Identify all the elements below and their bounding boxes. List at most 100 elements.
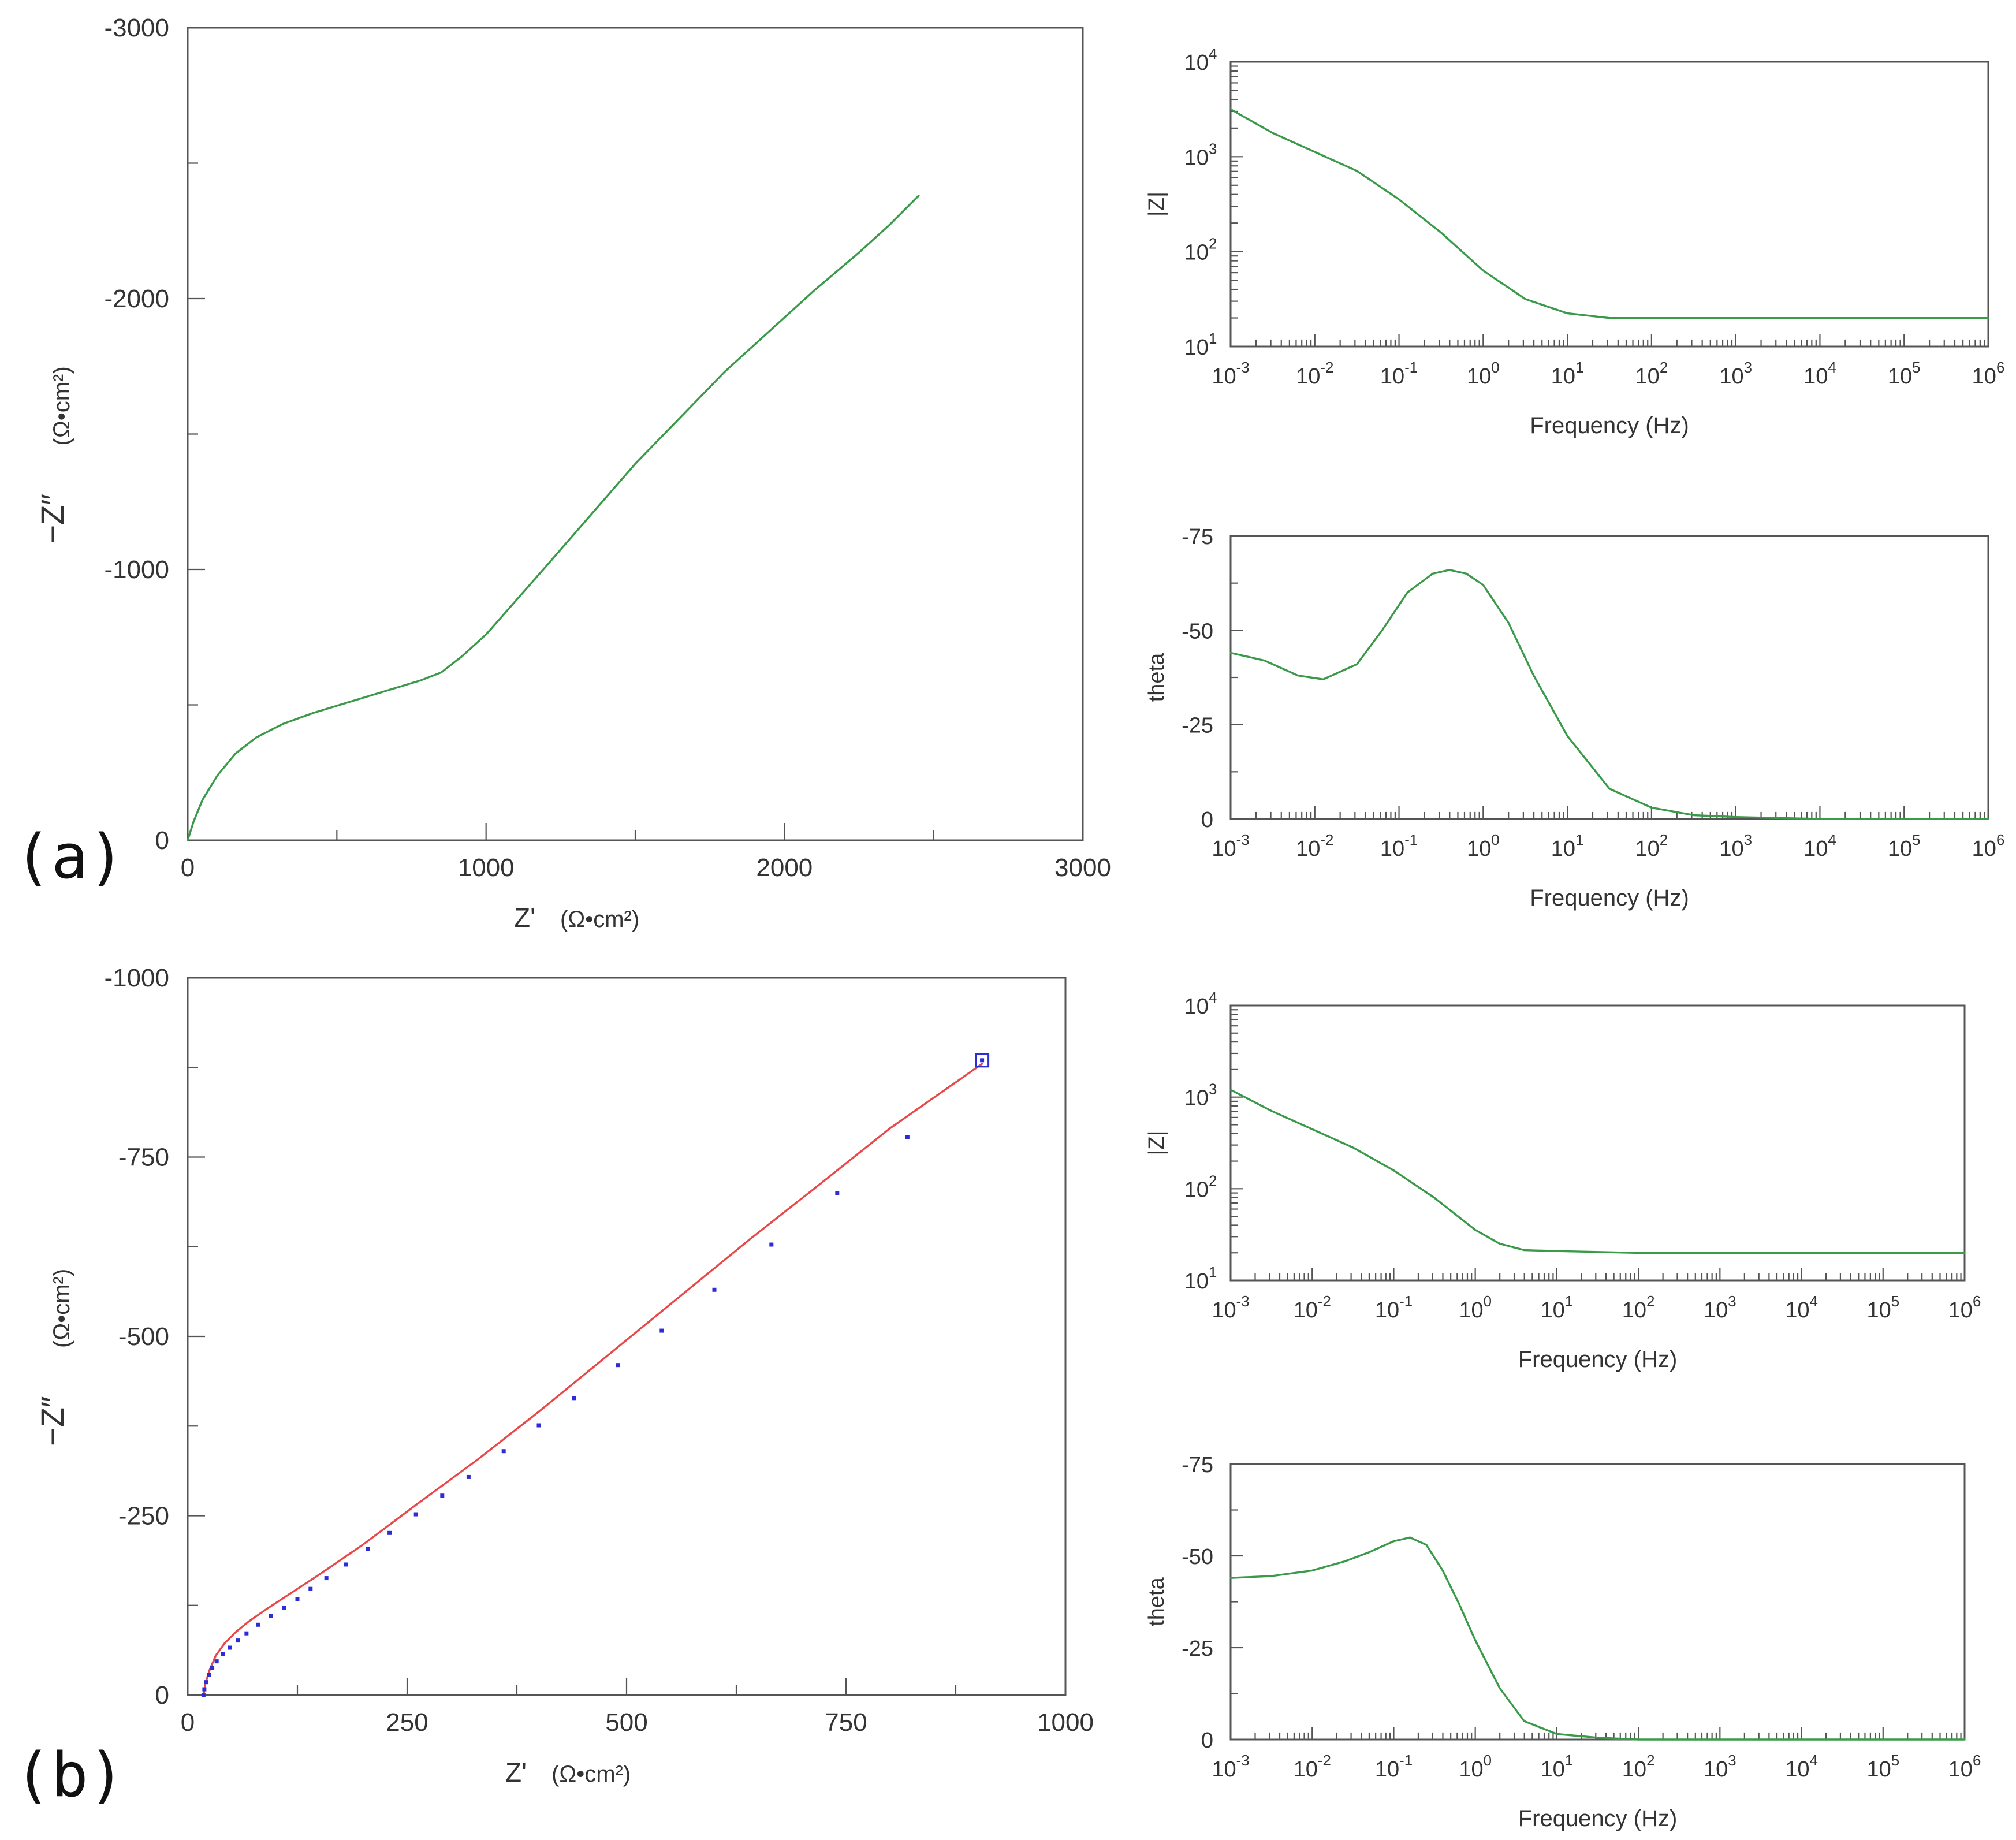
- b_nyquist-ytick-label: 0: [155, 1681, 169, 1709]
- a_bode_mag-ytick-label: 103: [1184, 141, 1217, 170]
- a_bode_mag-chart: 10-3 10-2 10-1 100 101 102 103 104 105 106 101 102 1…: [1145, 46, 2004, 438]
- a_nyquist-series-data: [187, 195, 920, 841]
- a_bode_phase-ytick-label: -25: [1182, 714, 1213, 738]
- b_bode_mag-ytick-label: 104: [1184, 990, 1217, 1019]
- a_bode_phase-frame: [1229, 535, 1989, 820]
- panel-label-b: (b): [14, 1740, 125, 1811]
- b_nyquist-data-point: [835, 1191, 840, 1195]
- b_bode_phase-ytick-label: 0: [1201, 1729, 1213, 1753]
- a_bode_phase-xtick-label: 10-3: [1212, 832, 1249, 861]
- b_bode_mag-ytick-label: 102: [1184, 1173, 1217, 1202]
- b_nyquist-data-point: [572, 1396, 576, 1401]
- b_nyquist-ytick-label: -500: [118, 1323, 169, 1351]
- a_bode_mag-xtick-label: 106: [1972, 360, 2005, 389]
- b_nyquist-data-point: [269, 1614, 273, 1618]
- b_bode_phase-xtick-label: 101: [1541, 1753, 1574, 1782]
- b_nyquist-data-point: [905, 1135, 910, 1139]
- a_nyquist-yunit: (Ω•cm²): [49, 366, 74, 445]
- b_nyquist-data-point: [980, 1058, 985, 1063]
- b_bode_phase-ytick-label: -50: [1182, 1545, 1213, 1569]
- a_bode_mag-xtick-label: 10-3: [1212, 360, 1249, 389]
- panel-label-a: (a): [14, 821, 125, 892]
- b_bode_phase-series-theta: [1229, 1536, 1966, 1741]
- a_bode_mag-xtick-label: 10-2: [1296, 360, 1333, 389]
- a_bode_phase-xtick-label: 101: [1551, 832, 1584, 861]
- b_bode_phase-xtick-label: 102: [1622, 1753, 1655, 1782]
- b_nyquist-data-point: [206, 1673, 211, 1677]
- a_bode_mag-ytick-label: 101: [1184, 331, 1217, 360]
- b_nyquist-data-point: [536, 1423, 541, 1428]
- b_bode_mag-ylabel: |Z|: [1145, 1131, 1169, 1156]
- b_bode_phase-xtick-label: 10-2: [1294, 1753, 1331, 1782]
- a_bode_phase-ytick-label: 0: [1201, 808, 1213, 832]
- b_nyquist-xtick-label: 1000: [1037, 1708, 1094, 1737]
- a_bode_phase-series-theta: [1229, 569, 1989, 820]
- a_nyquist-ytick-label: 0: [155, 826, 169, 855]
- a_bode_phase-ylabel: theta: [1145, 653, 1169, 702]
- a_nyquist-xtick-label: 2000: [756, 854, 813, 882]
- a_bode_mag-xtick-label: 104: [1803, 360, 1836, 389]
- a_bode_phase-xtick-label: 102: [1635, 832, 1668, 861]
- b_bode_mag-chart: 10-3 10-2 10-1 100 101 102 103 104 105 106 101 102 1…: [1145, 990, 1981, 1372]
- b_nyquist-xtick-label: 500: [605, 1708, 647, 1737]
- b_nyquist-data-point: [501, 1449, 506, 1454]
- a_bode_phase-xtick-label: 10-1: [1380, 832, 1418, 861]
- b_nyquist-data-point: [256, 1622, 260, 1627]
- b_nyquist-data-point: [221, 1652, 225, 1656]
- b_bode_mag-xtick-label: 10-3: [1212, 1294, 1249, 1323]
- a_bode_mag-ytick-label: 104: [1184, 46, 1217, 75]
- a_nyquist-ytick-label: -1000: [104, 556, 169, 584]
- b_nyquist-data-point: [366, 1547, 370, 1551]
- b_bode_mag-ytick-label: 101: [1184, 1265, 1217, 1294]
- b_bode_mag-xlabel: Frequency (Hz): [1518, 1347, 1678, 1372]
- a_bode_phase-xtick-label: 10-2: [1296, 832, 1333, 861]
- b_nyquist-data-point: [204, 1680, 208, 1685]
- b_nyquist-ylabel: −Z″: [34, 1396, 70, 1446]
- b_nyquist-data-point: [659, 1328, 664, 1333]
- a_nyquist-ytick-label: -3000: [104, 14, 169, 42]
- b_bode_phase-xlabel: Frequency (Hz): [1518, 1806, 1678, 1831]
- b_nyquist-data-point: [440, 1493, 445, 1498]
- b_nyquist-data-point: [344, 1562, 348, 1567]
- b_bode_mag-ytick-label: 103: [1184, 1082, 1217, 1111]
- a_bode_phase-xtick-label: 106: [1972, 832, 2005, 861]
- b_nyquist-data-point: [202, 1687, 207, 1692]
- b_bode_phase-chart: 10-3 10-2 10-1 100 101 102 103 104 105 106 0 -25 -50…: [1145, 1453, 1981, 1831]
- a_bode_mag-xtick-label: 10-1: [1380, 360, 1418, 389]
- a_bode_mag-xtick-label: 100: [1467, 360, 1500, 389]
- b_bode_phase-xtick-label: 10-1: [1375, 1753, 1413, 1782]
- b_nyquist-data-point: [413, 1512, 418, 1517]
- b_nyquist-ytick-label: -750: [118, 1144, 169, 1172]
- b_nyquist-data-point: [308, 1586, 313, 1591]
- b_nyquist-xtick-label: 0: [181, 1708, 195, 1737]
- b_bode_phase-xtick-label: 10-3: [1212, 1753, 1249, 1782]
- b_nyquist-xunit: (Ω•cm²): [551, 1761, 631, 1787]
- b_nyquist-yunit: (Ω•cm²): [49, 1269, 74, 1348]
- a_bode_phase-chart: 10-3 10-2 10-1 100 101 102 103 104 105 106 0 -25 -50…: [1145, 525, 2004, 911]
- b_nyquist-xtick-label: 250: [386, 1708, 428, 1737]
- b_bode_mag-frame: [1229, 1004, 1966, 1282]
- a_bode_mag-xtick-label: 105: [1888, 360, 1921, 389]
- a_bode_phase-xtick-label: 103: [1719, 832, 1752, 861]
- b_bode_mag-xtick-label: 104: [1785, 1294, 1818, 1323]
- b_nyquist-frame: [187, 977, 1067, 1696]
- a_nyquist-ylabel: −Z″: [34, 494, 70, 544]
- b_nyquist-data-point: [214, 1659, 219, 1664]
- b_bode_phase-xtick-label: 100: [1459, 1753, 1492, 1782]
- b_bode_phase-ytick-label: -25: [1182, 1637, 1213, 1661]
- b_nyquist-data-point: [616, 1363, 620, 1368]
- a_nyquist-xtick-label: 1000: [458, 854, 515, 882]
- b_bode_mag-xtick-label: 100: [1459, 1294, 1492, 1323]
- b_nyquist-data-point: [712, 1287, 717, 1292]
- b_bode_phase-ylabel: theta: [1145, 1577, 1169, 1626]
- b_nyquist-data-point: [228, 1645, 232, 1650]
- b_nyquist-xlabel: Z': [505, 1757, 527, 1787]
- a_bode_phase-ytick-label: -75: [1182, 525, 1213, 549]
- a_bode_mag-xtick-label: 103: [1719, 360, 1752, 389]
- a_bode_mag-xlabel: Frequency (Hz): [1530, 413, 1689, 438]
- b_bode_phase-xtick-label: 105: [1866, 1753, 1899, 1782]
- b_nyquist-ytick-label: -250: [118, 1502, 169, 1530]
- b_bode_mag-xtick-label: 102: [1622, 1294, 1655, 1323]
- a_nyquist-ytick-label: -2000: [104, 285, 169, 313]
